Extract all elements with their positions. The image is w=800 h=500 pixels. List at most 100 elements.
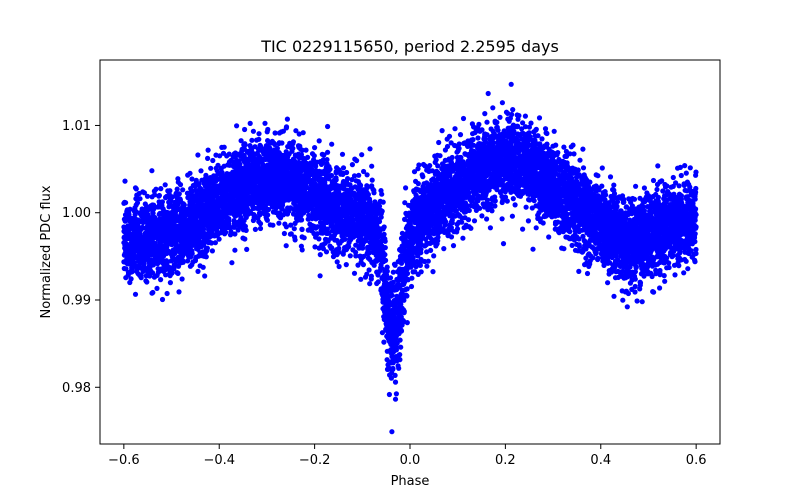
data-point xyxy=(569,242,575,248)
data-point xyxy=(641,185,648,191)
data-point xyxy=(367,146,373,152)
data-point xyxy=(686,181,692,188)
data-point xyxy=(687,165,693,171)
data-point xyxy=(272,130,278,136)
data-point xyxy=(262,120,268,126)
data-point xyxy=(691,233,698,239)
data-point xyxy=(393,391,399,397)
data-point xyxy=(421,181,427,187)
data-point xyxy=(164,290,170,297)
data-point xyxy=(671,262,678,268)
data-point xyxy=(519,126,525,132)
data-point xyxy=(143,278,149,284)
data-point xyxy=(465,217,472,223)
data-point xyxy=(388,375,394,381)
data-point xyxy=(366,267,372,273)
data-point xyxy=(177,182,184,188)
data-point xyxy=(424,249,430,255)
data-point xyxy=(349,177,355,183)
data-point xyxy=(276,220,282,226)
data-point xyxy=(390,279,396,285)
data-point xyxy=(406,202,412,208)
data-point xyxy=(515,116,521,122)
data-point xyxy=(340,165,347,171)
data-point xyxy=(676,263,682,269)
data-point xyxy=(611,293,617,299)
data-point xyxy=(607,174,614,180)
data-point xyxy=(379,330,385,336)
data-point xyxy=(489,208,495,214)
data-point xyxy=(379,191,385,197)
data-point xyxy=(532,133,538,139)
data-point xyxy=(288,144,294,150)
data-point xyxy=(231,218,237,224)
data-point xyxy=(682,249,688,255)
data-point xyxy=(632,283,638,290)
data-point xyxy=(167,280,173,286)
data-point xyxy=(149,168,155,174)
data-point xyxy=(202,273,208,279)
data-point xyxy=(618,208,624,214)
data-point xyxy=(505,116,511,122)
data-point xyxy=(347,253,353,259)
data-point xyxy=(359,152,365,158)
data-point xyxy=(542,126,549,132)
data-point xyxy=(678,172,684,179)
data-point xyxy=(151,188,157,194)
data-point xyxy=(276,140,282,146)
data-point xyxy=(624,304,630,310)
data-point xyxy=(471,218,478,224)
data-point xyxy=(141,190,147,196)
data-point xyxy=(454,221,460,227)
data-point xyxy=(661,273,667,279)
data-point xyxy=(392,379,399,385)
data-point xyxy=(353,242,359,248)
data-point xyxy=(444,136,450,142)
data-point xyxy=(444,143,451,150)
data-point xyxy=(210,157,216,164)
data-point xyxy=(637,279,643,285)
data-point xyxy=(203,175,209,181)
data-point xyxy=(460,235,466,241)
data-point xyxy=(676,183,682,189)
data-point xyxy=(520,120,526,126)
data-point xyxy=(448,234,455,240)
data-point xyxy=(144,193,151,199)
data-point xyxy=(234,123,240,129)
data-point xyxy=(250,217,256,224)
data-point xyxy=(349,162,355,168)
data-point xyxy=(468,225,474,231)
data-point xyxy=(436,139,442,146)
data-point xyxy=(137,196,143,202)
data-point xyxy=(284,116,290,122)
data-point xyxy=(452,126,458,132)
data-point xyxy=(529,205,535,211)
data-point xyxy=(232,247,238,253)
data-point xyxy=(208,240,215,246)
data-point xyxy=(180,187,186,193)
data-point xyxy=(159,266,165,272)
data-point xyxy=(197,263,203,269)
data-point xyxy=(413,178,419,184)
data-point xyxy=(653,271,659,277)
data-point xyxy=(499,100,505,106)
data-point xyxy=(283,243,289,249)
data-point xyxy=(611,182,617,188)
data-point xyxy=(475,135,481,141)
data-point xyxy=(509,111,515,118)
data-point xyxy=(132,291,139,297)
data-point xyxy=(536,115,543,121)
data-point xyxy=(655,163,661,169)
data-point xyxy=(654,186,660,193)
data-point xyxy=(457,132,464,138)
data-point xyxy=(463,222,469,228)
data-point xyxy=(563,153,570,159)
data-point xyxy=(256,131,262,137)
data-point xyxy=(500,241,507,247)
data-point xyxy=(501,129,508,135)
data-point xyxy=(441,246,447,252)
data-point xyxy=(417,262,423,268)
data-point xyxy=(296,131,302,137)
data-point xyxy=(634,298,640,304)
